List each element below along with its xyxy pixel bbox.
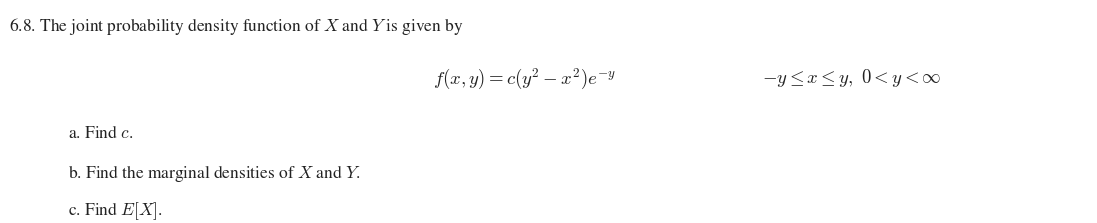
- Text: 6.8. The joint probability density function of $X$ and $Y$ is given by: 6.8. The joint probability density funct…: [9, 16, 463, 37]
- Text: a. Find $c$.: a. Find $c$.: [68, 125, 133, 142]
- Text: $f(x, y) = c(y^2 - x^2)e^{-y}$: $f(x, y) = c(y^2 - x^2)e^{-y}$: [433, 67, 617, 92]
- Text: b. Find the marginal densities of $X$ and $Y$.: b. Find the marginal densities of $X$ an…: [68, 163, 361, 184]
- Text: $-y \leq x \leq y,\; 0 < y < \infty$: $-y \leq x \leq y,\; 0 < y < \infty$: [762, 67, 942, 89]
- Text: c. Find $E[X]$.: c. Find $E[X]$.: [68, 201, 162, 222]
